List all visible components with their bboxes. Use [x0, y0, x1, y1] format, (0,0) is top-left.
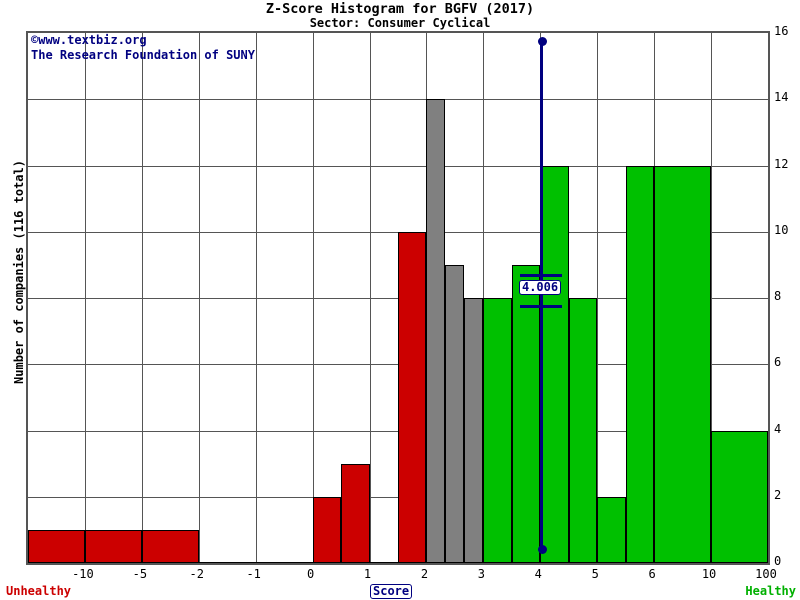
marker-line — [539, 41, 543, 550]
x-tick-label: 6 — [648, 567, 656, 581]
x-tick-label: -10 — [72, 567, 94, 581]
histogram-bar — [568, 298, 598, 563]
copyright-notice: ©www.textbiz.org The Research Foundation… — [31, 33, 255, 62]
histogram-bar — [445, 264, 465, 563]
unhealthy-label: Unhealthy — [6, 584, 72, 598]
histogram-bar — [28, 529, 85, 563]
histogram-bar — [540, 165, 569, 563]
x-tick-label: -1 — [246, 567, 261, 581]
x-tick-label: 2 — [420, 567, 429, 581]
x-tick-label: 10 — [701, 567, 717, 581]
x-tick-label: 0 — [306, 567, 315, 581]
histogram-bar — [198, 562, 256, 563]
histogram-bar — [511, 264, 541, 563]
plot-inner: 4.006 — [28, 33, 768, 563]
histogram-bar — [597, 496, 626, 563]
histogram-bar — [711, 430, 768, 563]
marker-whisker-top — [519, 274, 562, 278]
page-title: Z-Score Histogram for BGFV (2017) — [265, 1, 535, 17]
histogram-bar — [426, 99, 446, 563]
x-tick-label: 3 — [477, 567, 485, 581]
marker-whisker-bottom — [519, 304, 562, 308]
histogram-bar — [369, 562, 398, 563]
x-tick-label: -5 — [132, 567, 148, 581]
y-tick-label: 4 — [774, 421, 782, 436]
histogram-bar — [312, 496, 342, 563]
x-tick-label: 1 — [363, 567, 372, 581]
healthy-label: Healthy — [745, 584, 796, 598]
y-tick-label: 0 — [774, 554, 782, 568]
histogram-bar — [255, 562, 313, 563]
horizontal-gridline — [28, 99, 768, 100]
histogram-bar — [625, 165, 655, 563]
horizontal-gridline — [28, 166, 768, 167]
y-tick-label: 14 — [774, 90, 789, 105]
y-tick-label: 2 — [774, 487, 782, 502]
x-axis-title: Score — [370, 584, 413, 599]
histogram-bar — [483, 298, 512, 563]
y-axis-label: Number of companies (116 total) — [12, 160, 26, 384]
histogram-bar — [398, 231, 427, 563]
marker-dot-bottom — [537, 545, 547, 555]
y-tick-label: 12 — [774, 156, 789, 171]
marker-dot-top — [537, 37, 547, 47]
histogram-bar — [141, 529, 199, 563]
x-tick-label: -2 — [189, 567, 204, 581]
histogram-bar — [654, 165, 712, 563]
y-tick-label: 16 — [774, 24, 789, 38]
y-tick-label: 8 — [774, 289, 782, 303]
histogram-bar — [341, 463, 370, 563]
x-tick-label: 100 — [755, 567, 777, 581]
y-tick-label: 6 — [774, 355, 782, 370]
plot-area: 4.006 — [26, 31, 770, 565]
marker-value-label: 4.006 — [518, 280, 562, 296]
histogram-bar — [464, 298, 484, 563]
x-tick-label: 4 — [534, 567, 542, 581]
chart-subtitle: Sector: Consumer Cyclical — [309, 16, 491, 30]
histogram-bar — [84, 529, 142, 563]
y-tick-label: 10 — [774, 222, 789, 237]
x-tick-label: 5 — [591, 567, 599, 581]
